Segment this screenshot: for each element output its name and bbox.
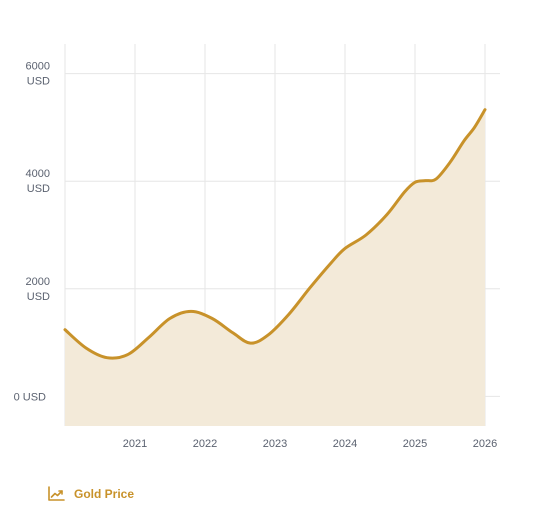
x-tick-label: 2022 [193,438,217,450]
y-tick-unit: USD [27,291,50,303]
x-tick-label: 2025 [403,438,427,450]
x-axis: 2021 2022 2023 2024 2025 2026 [123,438,497,450]
y-axis: 0 USD 2000 USD 4000 USD 6000 USD [14,61,50,404]
legend[interactable]: Gold Price [47,486,134,502]
y-tick-label: 2000 [26,276,50,288]
line-layer [63,108,487,360]
x-tick-label: 2023 [263,438,287,450]
gold-price-chart: 2021 2022 2023 2024 2025 2026 0 USD 2000 USD 400… [14,44,500,450]
x-tick-label: 2026 [473,438,497,450]
x-tick-label: 2021 [123,438,147,450]
legend-label: Gold Price [74,487,135,501]
area-layer [65,109,485,426]
x-tick-label: 2024 [333,438,357,450]
y-tick-unit: USD [27,183,50,195]
trending-up-icon [48,486,65,501]
y-tick-label: 0 USD [14,391,46,403]
y-tick-label: 4000 [26,168,50,180]
series-area-gold-price [65,109,485,426]
series-line-gold-price [63,108,487,360]
y-tick-unit: USD [27,76,50,88]
y-tick-label: 6000 [26,61,50,73]
